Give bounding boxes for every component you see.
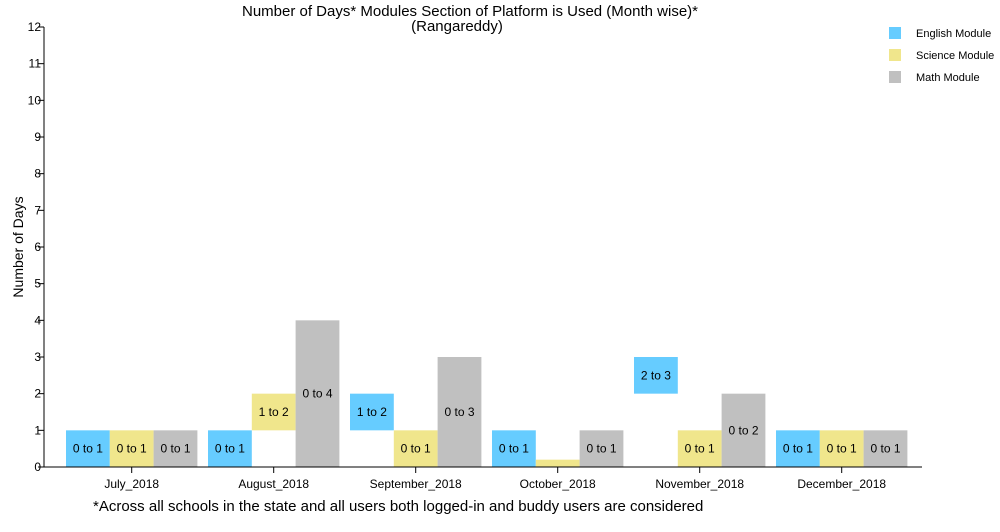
x-tick-label: July_2018: [104, 477, 159, 491]
bar: [721, 393, 766, 467]
bar: [437, 357, 482, 467]
bar: [393, 430, 438, 467]
y-tick-label: 6: [34, 240, 41, 254]
x-axis: July_2018 August_2018 September_2018 Octobe…: [44, 466, 922, 491]
legend-label: Science Module: [916, 50, 994, 62]
y-axis-label: Number of Days: [10, 196, 26, 297]
bar-label: 0 to 1: [215, 442, 245, 456]
chart-footnote: *Across all schools in the state and all…: [93, 498, 703, 515]
bar-label: 0 to 1: [73, 442, 103, 456]
bar: [251, 393, 296, 431]
bar: [819, 430, 864, 467]
x-tick-label: December_2018: [797, 477, 886, 491]
bar: [109, 430, 154, 467]
bar-label: 0 to 2: [728, 423, 758, 437]
bar-label: 0 to 1: [685, 442, 715, 456]
bar-label: 0 to 1: [783, 442, 813, 456]
bar: [579, 430, 624, 467]
bar: [295, 320, 340, 467]
x-tick-label: September_2018: [370, 477, 462, 491]
y-tick-label: 8: [34, 167, 41, 181]
bar-label: 0 to 1: [401, 442, 431, 456]
bar-label: 0 to 1: [586, 442, 616, 456]
bar-label: 0 to 1: [499, 442, 529, 456]
bar: [535, 459, 580, 467]
y-tick-label: 7: [34, 203, 41, 217]
y-tick-label: 2: [34, 387, 41, 401]
bar-label: 0 to 4: [302, 387, 332, 401]
bar-label: 0 to 1: [827, 442, 857, 456]
legend-swatch: [889, 27, 901, 39]
bar: [208, 430, 252, 467]
y-tick-label: 4: [34, 313, 41, 327]
bar: [634, 357, 678, 394]
bar-label: 0 to 1: [160, 442, 190, 456]
y-tick-label: 12: [28, 20, 42, 34]
x-tick-label: August_2018: [238, 477, 309, 491]
y-tick-label: 0: [34, 460, 41, 474]
bar: [776, 430, 820, 467]
bars-layer: 0 to 1 0 to 1 1 to 2 0 to 1 2 to 3 0 to 1 0 to…: [66, 320, 908, 467]
legend-swatch: [889, 49, 901, 61]
bar: [492, 430, 536, 467]
bar: [350, 393, 394, 431]
bar: [153, 430, 198, 467]
bar-label: 0 to 1: [870, 442, 900, 456]
bar-label: 1 to 2: [357, 405, 387, 419]
bar: [677, 430, 722, 467]
x-tick-label: November_2018: [655, 477, 744, 491]
y-tick-label: 9: [34, 130, 41, 144]
x-tick-label: October_2018: [520, 477, 596, 491]
chart-legend: English Module Science Module Math Module: [889, 27, 994, 84]
y-tick-label: 5: [34, 277, 41, 291]
y-tick-label: 11: [29, 57, 42, 71]
bar-label: 0 to 3: [444, 405, 474, 419]
legend-label: English Module: [916, 28, 991, 40]
y-tick-label: 1: [34, 423, 41, 437]
chart-title: Number of Days* Modules Section of Platf…: [242, 3, 698, 20]
y-tick-label: 10: [28, 93, 42, 107]
legend-swatch: [889, 71, 901, 83]
bar: [66, 430, 110, 467]
bar-label: 1 to 2: [259, 405, 289, 419]
bar-label: 0 to 1: [117, 442, 147, 456]
bar: [863, 430, 908, 467]
chart-subtitle: (Rangareddy): [411, 18, 503, 35]
bar-label: 2 to 3: [641, 368, 671, 382]
y-tick-label: 3: [34, 350, 41, 364]
legend-label: Math Module: [916, 72, 980, 84]
